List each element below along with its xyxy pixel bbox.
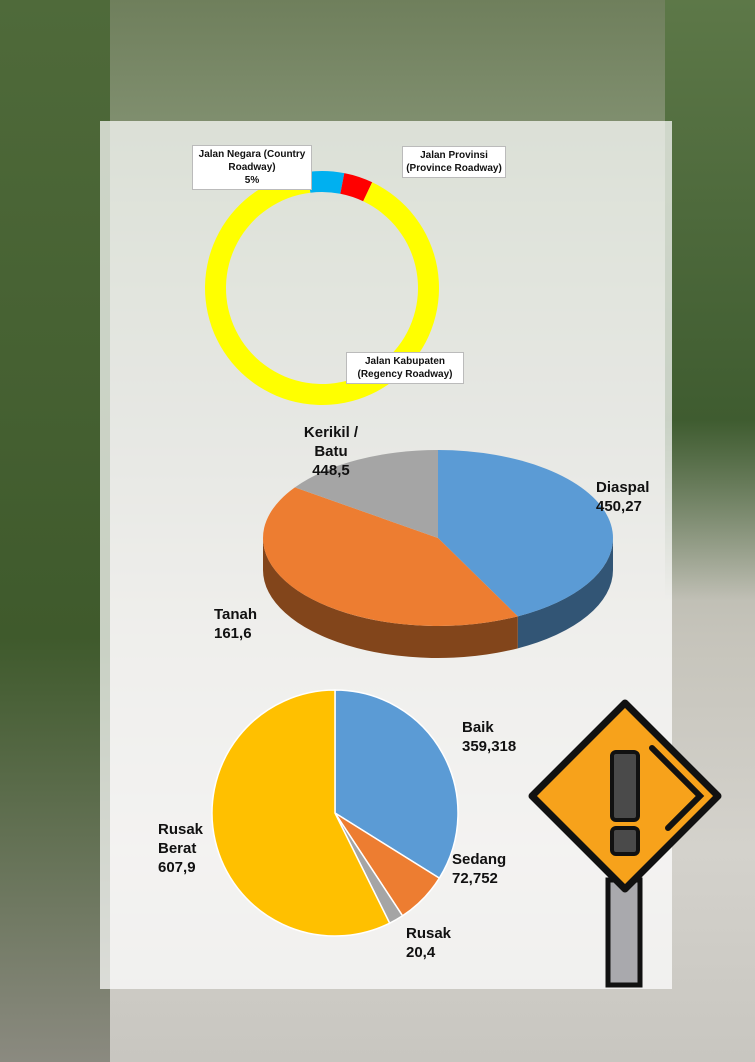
value-label: 607,9	[158, 858, 218, 877]
donut-segment	[308, 171, 345, 194]
charts	[0, 0, 755, 1062]
category-label: Jalan Provinsi (Province Roadway)	[406, 149, 502, 175]
value-label: 20,4	[406, 943, 456, 962]
category-label: Baik	[462, 718, 532, 737]
value-label: 450,27	[596, 497, 656, 516]
category-label: Tanah	[214, 605, 284, 624]
category-label: Diaspal	[596, 478, 656, 497]
data-label: Jalan Negara (Country Roadway)5%	[192, 145, 312, 190]
category-label: Sedang	[452, 850, 522, 869]
data-label: Jalan Kabupaten (Regency Roadway)	[346, 352, 464, 384]
data-label: Jalan Provinsi (Province Roadway)	[402, 146, 506, 178]
page: (() => { const data = JSON.parse(documen…	[0, 0, 755, 1062]
category-label: Jalan Kabupaten (Regency Roadway)	[350, 355, 460, 381]
category-label: Rusak Berat	[158, 820, 218, 858]
warning-sign	[532, 703, 718, 985]
category-label: Rusak	[406, 924, 456, 943]
category-label: Kerikil / Batu	[296, 423, 366, 461]
value-label: 5%	[196, 174, 308, 187]
category-label: Jalan Negara (Country Roadway)	[196, 148, 308, 174]
value-label: 161,6	[214, 624, 284, 643]
value-label: 359,318	[462, 737, 532, 756]
value-label: 448,5	[296, 461, 366, 480]
value-label: 72,752	[452, 869, 522, 888]
